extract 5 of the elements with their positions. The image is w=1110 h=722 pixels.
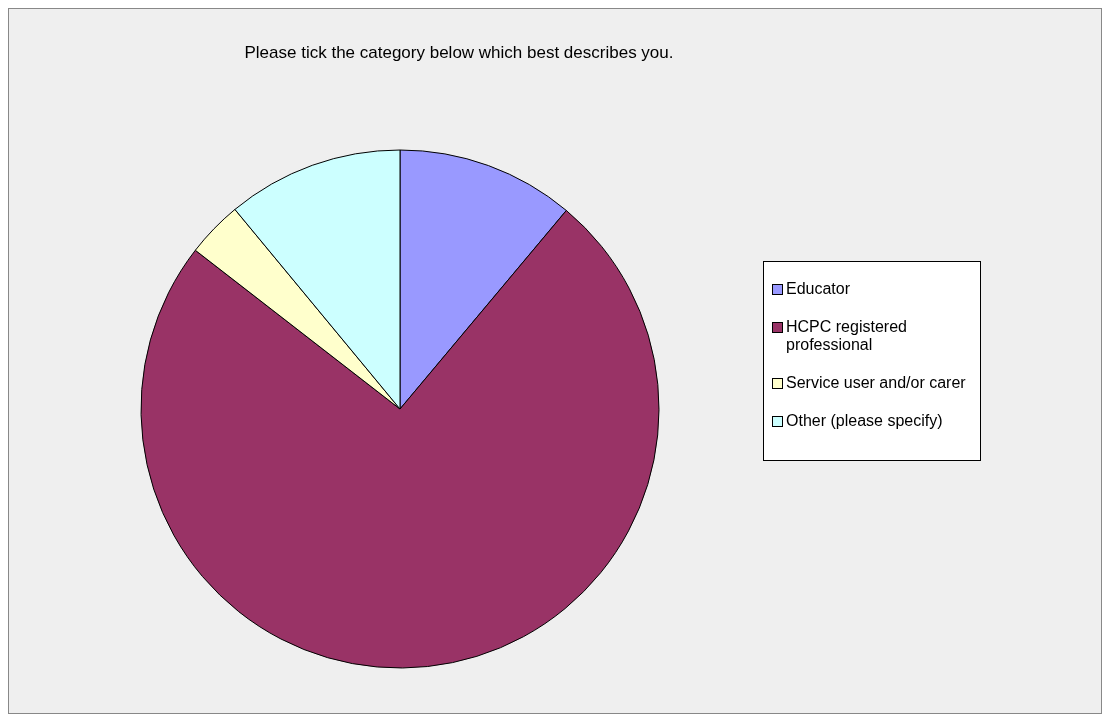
legend-label: Service user and/or carer: [786, 374, 966, 392]
chart-title: Please tick the category below which best describes you.: [243, 43, 675, 63]
legend-label: HCPC registered professional: [786, 318, 908, 354]
legend-label: Other (please specify): [786, 412, 943, 430]
legend-label: Educator: [786, 280, 851, 298]
